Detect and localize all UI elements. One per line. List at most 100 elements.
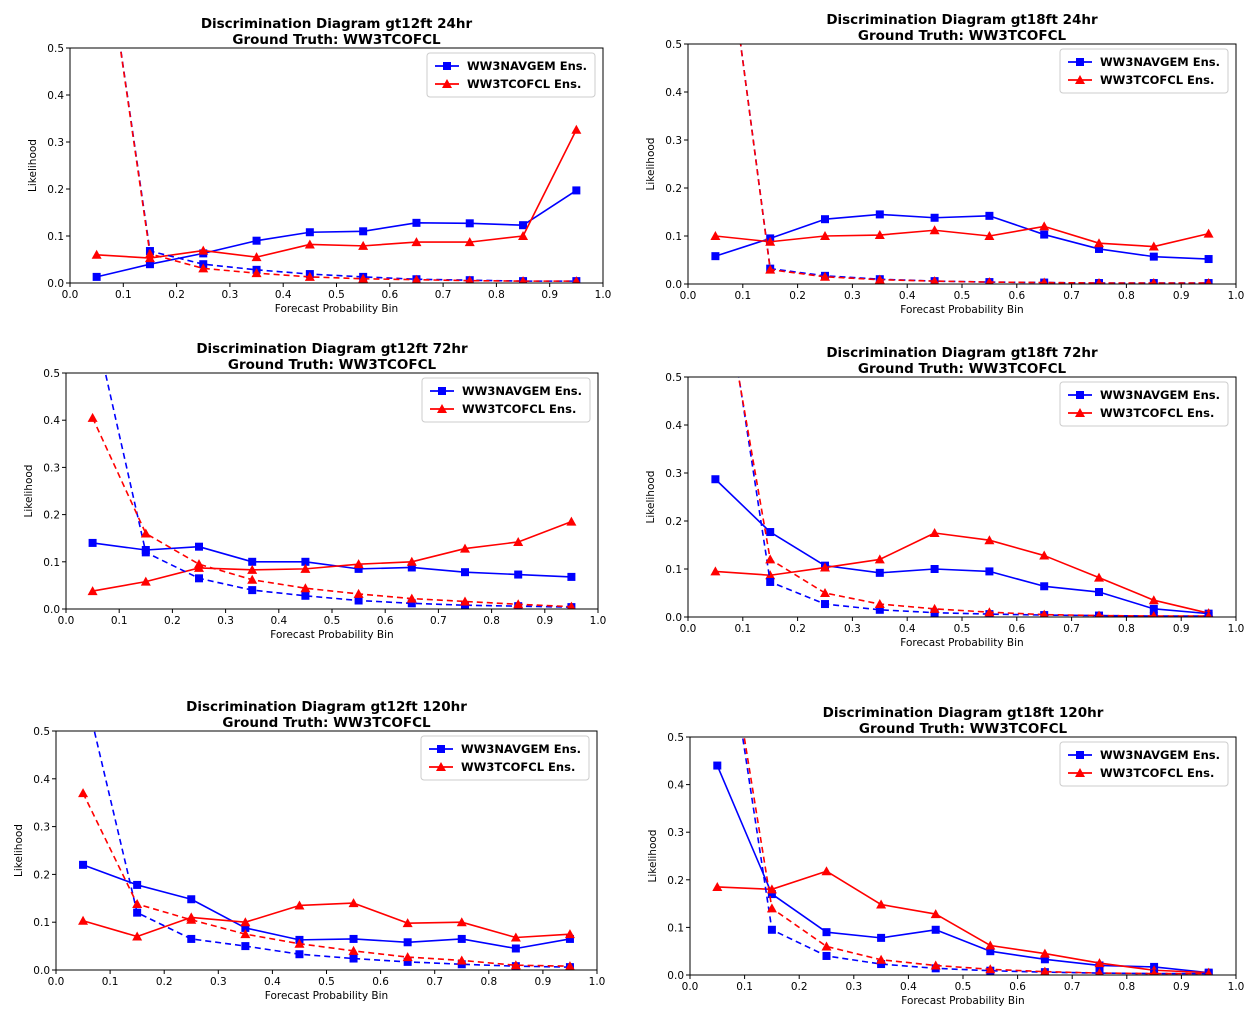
legend-marker-square [1076, 391, 1084, 399]
data-point-red-solid [1039, 550, 1050, 560]
y-axis-label: Likelihood [645, 138, 657, 191]
axes-frame [687, 43, 1237, 285]
y-tick-label: 0.0 [43, 604, 60, 616]
data-point-red-solid [198, 245, 209, 255]
data-point-blue-solid [985, 211, 994, 220]
data-point-blue-solid [1204, 255, 1213, 264]
x-tick-label: 1.0 [590, 615, 607, 627]
series-line-blue-solid [92, 542, 572, 578]
y-tick-label: 0.5 [665, 372, 682, 384]
x-tick-label: 0.5 [328, 289, 345, 301]
data-point-blue-solid [349, 934, 358, 943]
chart-subtitle: Ground Truth: WW3TCOFCL [228, 357, 437, 373]
data-point-blue-solid [821, 215, 829, 224]
y-tick-label: 0.4 [665, 420, 682, 432]
chart-panel-5: Discrimination Diagram gt12ft 120hrGroun… [13, 699, 605, 1002]
chart-subtitle: Ground Truth: WW3TCOFCL [858, 361, 1067, 377]
data-point-red-solid [1148, 241, 1159, 251]
legend-marker-triangle [437, 404, 447, 413]
data-point-red-solid [820, 562, 830, 572]
x-tick-label: 0.5 [954, 290, 971, 302]
data-point-blue-dashed [711, 219, 719, 227]
x-tick-label: 0.3 [844, 290, 861, 302]
data-point-red-solid [91, 249, 102, 259]
data-point-red-solid [710, 566, 721, 576]
y-tick-label: 0.5 [43, 368, 60, 380]
x-tick-label: 0.3 [222, 289, 239, 301]
plot-area [91, 48, 582, 283]
data-point-blue-solid [930, 565, 939, 573]
y-tick-label: 0.5 [47, 43, 64, 55]
series-line-blue-solid [715, 213, 1209, 260]
x-tick-label: 0.4 [900, 981, 917, 993]
y-tick-label: 0.4 [665, 87, 682, 99]
chart-panel-3: Discrimination Diagram gt12ft 72hrGround… [23, 312, 607, 641]
series-line-red-dashed [739, 44, 1209, 284]
y-tick-label: 0.3 [43, 462, 60, 474]
data-point-red-dashed [1095, 610, 1103, 617]
data-point-red-dashed [294, 938, 305, 948]
data-point-red-solid [984, 231, 995, 240]
plot-area [78, 731, 575, 970]
y-tick-label: 0.2 [47, 184, 64, 196]
data-point-blue-solid [931, 925, 940, 934]
y-tick-label: 0.0 [47, 278, 64, 290]
series-line-red-dashed [119, 48, 577, 282]
y-tick-label: 0.3 [33, 822, 50, 834]
data-point-red-solid [251, 252, 262, 262]
data-point-red-dashed [358, 273, 369, 283]
data-point-blue-dashed [89, 312, 97, 320]
data-point-red-solid [456, 917, 467, 927]
y-tick-label: 0.0 [33, 965, 50, 977]
x-tick-label: 0.9 [1173, 623, 1190, 635]
data-point-red-dashed [353, 588, 364, 598]
y-tick-label: 0.4 [43, 415, 60, 427]
x-tick-label: 0.0 [682, 981, 699, 993]
y-tick-label: 0.1 [33, 917, 50, 929]
chart-title: Discrimination Diagram gt12ft 120hr [186, 699, 467, 715]
chart-subtitle: Ground Truth: WW3TCOFCL [858, 28, 1067, 44]
legend-label: WW3TCOFCL Ens. [1100, 766, 1214, 780]
chart-title: Discrimination Diagram gt18ft 24hr [826, 12, 1098, 28]
x-tick-label: 0.2 [791, 981, 808, 993]
chart-title: Discrimination Diagram gt18ft 72hr [826, 345, 1098, 361]
data-point-red-dashed [766, 903, 777, 913]
y-axis-label: Likelihood [647, 830, 659, 883]
data-point-red-solid [571, 124, 582, 134]
x-axis-label: Forecast Probability Bin [900, 304, 1023, 316]
axes-frame [69, 47, 604, 284]
x-tick-label: 0.4 [264, 976, 281, 988]
data-point-red-dashed [929, 603, 940, 613]
series-line-blue-dashed [93, 731, 570, 968]
x-tick-label: 0.4 [275, 289, 292, 301]
data-point-blue-solid [354, 564, 363, 573]
data-point-red-solid [929, 528, 940, 537]
data-point-blue-solid [1040, 230, 1049, 239]
data-point-red-solid [1203, 228, 1214, 238]
data-point-red-solid [78, 915, 89, 925]
data-point-blue-dashed [241, 942, 250, 951]
data-point-red-solid [464, 237, 475, 247]
data-point-red-dashed [874, 274, 885, 284]
data-point-red-dashed [1040, 277, 1048, 284]
data-point-blue-solid [1040, 955, 1049, 964]
data-point-red-dashed [930, 276, 939, 284]
data-point-red-solid [518, 231, 529, 240]
legend-box [420, 735, 590, 781]
y-tick-label: 0.0 [665, 279, 682, 291]
chart-title: Discrimination Diagram gt18ft 120hr [823, 705, 1104, 721]
x-tick-label: 0.7 [1063, 290, 1080, 302]
data-point-blue-dashed [195, 574, 203, 583]
y-tick-label: 0.0 [665, 612, 682, 624]
x-tick-label: 0.9 [541, 289, 558, 301]
data-point-red-dashed [348, 945, 359, 955]
legend-marker-triangle [1075, 408, 1085, 417]
legend: WW3NAVGEM Ens. WW3TCOFCL Ens. [1059, 741, 1229, 787]
data-point-red-solid [929, 225, 940, 235]
x-tick-label: 0.3 [210, 976, 227, 988]
x-tick-label: 0.5 [324, 615, 341, 627]
y-tick-label: 0.3 [665, 135, 682, 147]
x-tick-label: 0.5 [955, 981, 972, 993]
data-point-red-dashed [1040, 609, 1049, 617]
y-tick-label: 0.1 [665, 231, 682, 243]
